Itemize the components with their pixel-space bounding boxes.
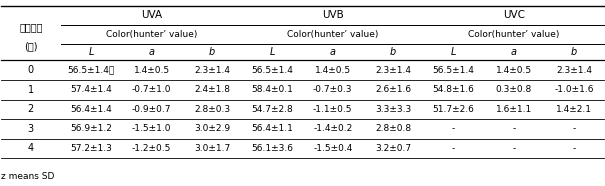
Text: UVA: UVA [141,10,162,20]
Text: -0.7±1.0: -0.7±1.0 [132,85,171,94]
Text: -1.0±1.6: -1.0±1.6 [554,85,594,94]
Text: Color(hunter’ value): Color(hunter’ value) [468,30,560,39]
Text: 56.5±1.4: 56.5±1.4 [252,66,293,75]
Text: -0.9±0.7: -0.9±0.7 [132,105,171,114]
Text: a: a [511,47,517,57]
Text: 56.5±1.4: 56.5±1.4 [433,66,474,75]
Text: -: - [512,144,515,153]
Text: L: L [270,47,275,57]
Text: 2.3±1.4: 2.3±1.4 [556,66,592,75]
Text: 2.8±0.3: 2.8±0.3 [194,105,230,114]
Text: L: L [88,47,94,57]
Text: 1.6±1.1: 1.6±1.1 [495,105,532,114]
Text: 1.4±0.5: 1.4±0.5 [315,66,351,75]
Text: 1.4±0.5: 1.4±0.5 [495,66,532,75]
Text: 3: 3 [28,124,34,134]
Text: 51.7±2.6: 51.7±2.6 [433,105,474,114]
Text: -: - [512,124,515,133]
Text: 1: 1 [28,85,34,95]
Text: 56.9±1.2: 56.9±1.2 [70,124,112,133]
Text: UVB: UVB [322,10,344,20]
Text: a: a [149,47,155,57]
Text: -: - [452,124,455,133]
Text: UVC: UVC [503,10,525,20]
Text: 2.3±1.4: 2.3±1.4 [375,66,411,75]
Text: z means SD: z means SD [1,172,54,181]
Text: Color(hunter’ value): Color(hunter’ value) [287,30,379,39]
Text: 4: 4 [28,143,34,153]
Text: 3.3±3.3: 3.3±3.3 [375,105,411,114]
Text: -: - [452,144,455,153]
Text: 2.4±1.8: 2.4±1.8 [194,85,230,94]
Text: 56.4±1.4: 56.4±1.4 [70,105,112,114]
Text: 56.4±1.1: 56.4±1.1 [252,124,293,133]
Text: b: b [390,47,396,57]
Text: 56.1±3.6: 56.1±3.6 [252,144,293,153]
Text: 57.4±1.4: 57.4±1.4 [70,85,112,94]
Text: 56.5±1.4ᵺ: 56.5±1.4ᵺ [68,66,115,75]
Text: 처리기간: 처리기간 [19,23,42,32]
Text: 3.0±1.7: 3.0±1.7 [194,144,230,153]
Text: 58.4±0.1: 58.4±0.1 [252,85,293,94]
Text: 2.3±1.4: 2.3±1.4 [194,66,230,75]
Text: 2: 2 [28,104,34,114]
Text: 1.4±0.5: 1.4±0.5 [134,66,170,75]
Text: 1.4±2.1: 1.4±2.1 [556,105,592,114]
Text: -1.4±0.2: -1.4±0.2 [313,124,352,133]
Text: L: L [451,47,456,57]
Text: 54.7±2.8: 54.7±2.8 [252,105,293,114]
Text: 2.8±0.8: 2.8±0.8 [375,124,411,133]
Text: 54.8±1.6: 54.8±1.6 [433,85,474,94]
Text: -1.1±0.5: -1.1±0.5 [313,105,353,114]
Text: 0: 0 [28,65,34,75]
Text: -: - [572,144,576,153]
Text: a: a [330,47,336,57]
Text: -1.5±1.0: -1.5±1.0 [132,124,171,133]
Text: 0.3±0.8: 0.3±0.8 [495,85,532,94]
Text: b: b [209,47,215,57]
Text: b: b [571,47,577,57]
Text: 3.0±2.9: 3.0±2.9 [194,124,230,133]
Text: -: - [572,124,576,133]
Text: (주): (주) [24,41,38,51]
Text: -0.7±0.3: -0.7±0.3 [313,85,353,94]
Text: -1.2±0.5: -1.2±0.5 [132,144,171,153]
Text: 3.2±0.7: 3.2±0.7 [375,144,411,153]
Text: 2.6±1.6: 2.6±1.6 [375,85,411,94]
Text: Color(hunter’ value): Color(hunter’ value) [106,30,197,39]
Text: 57.2±1.3: 57.2±1.3 [70,144,112,153]
Text: -1.5±0.4: -1.5±0.4 [313,144,353,153]
